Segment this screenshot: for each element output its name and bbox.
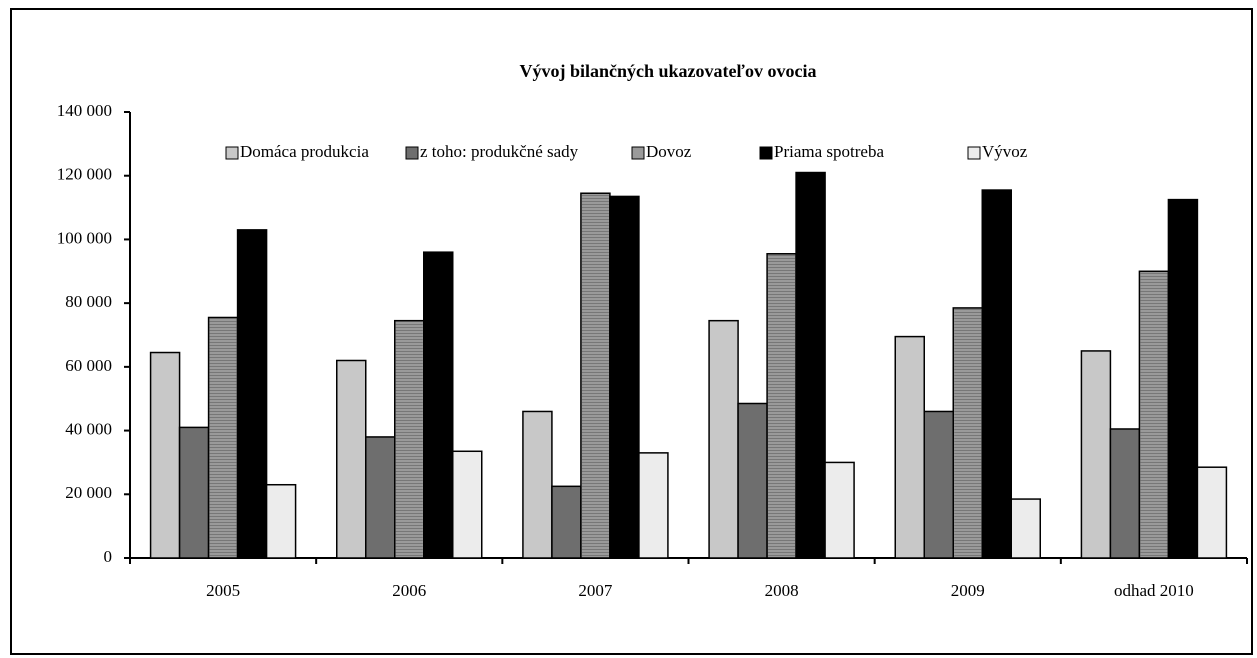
bar (452, 450, 483, 559)
y-tick-label: 20 000 (65, 483, 112, 502)
bar (708, 319, 739, 559)
bar (795, 171, 826, 559)
legend-label: Priama spotreba (774, 142, 884, 161)
bar (981, 189, 1012, 559)
bar (737, 402, 768, 559)
bar-hatch (209, 318, 237, 558)
legend-label: Dovoz (646, 142, 692, 161)
bar (336, 359, 367, 559)
bar (609, 195, 640, 559)
bar-hatch (768, 254, 796, 558)
bar (923, 410, 954, 559)
x-tick-label: 2007 (578, 581, 613, 600)
legend-swatch (405, 146, 419, 160)
y-tick-label: 40 000 (65, 419, 112, 438)
bar (1109, 428, 1141, 559)
bar (551, 485, 582, 559)
bar-hatch (1140, 272, 1168, 558)
bar (638, 452, 669, 559)
y-tick-label: 60 000 (65, 356, 112, 375)
y-tick-label: 120 000 (57, 165, 112, 184)
x-tick-label: 2009 (951, 581, 985, 600)
bar (365, 436, 396, 559)
bar (236, 229, 268, 559)
bar-hatch (395, 321, 423, 558)
y-tick-label: 80 000 (65, 292, 112, 311)
legend-swatch (225, 146, 239, 160)
bar-hatch (581, 194, 609, 558)
legend-swatch (759, 146, 773, 160)
bar (1010, 498, 1041, 559)
y-tick-label: 140 000 (57, 101, 112, 120)
bar (1080, 350, 1112, 559)
legend-swatch (967, 146, 981, 160)
bar (423, 251, 454, 559)
legend-label: Domáca produkcia (240, 142, 369, 161)
bar (894, 335, 925, 559)
x-tick-label: 2006 (392, 581, 426, 600)
bar (265, 483, 297, 559)
x-tick-label: 2008 (765, 581, 799, 600)
bar-hatch (954, 308, 982, 558)
legend-label: Vývoz (982, 142, 1028, 161)
bar (1196, 466, 1228, 559)
bar (178, 426, 210, 559)
legend-swatch (631, 146, 645, 160)
x-tick-label: 2005 (206, 581, 240, 600)
bar (149, 351, 181, 559)
frame (10, 8, 1253, 655)
y-tick-label: 100 000 (57, 228, 112, 247)
bar (1167, 198, 1199, 559)
legend-label: z toho: produkčné sady (420, 142, 579, 161)
bar (824, 461, 855, 559)
chart-title: Vývoj bilančných ukazovateľov ovocia (520, 61, 817, 81)
x-tick-label: odhad 2010 (1114, 581, 1194, 600)
bar (522, 410, 553, 559)
y-tick-label: 0 (104, 547, 113, 566)
